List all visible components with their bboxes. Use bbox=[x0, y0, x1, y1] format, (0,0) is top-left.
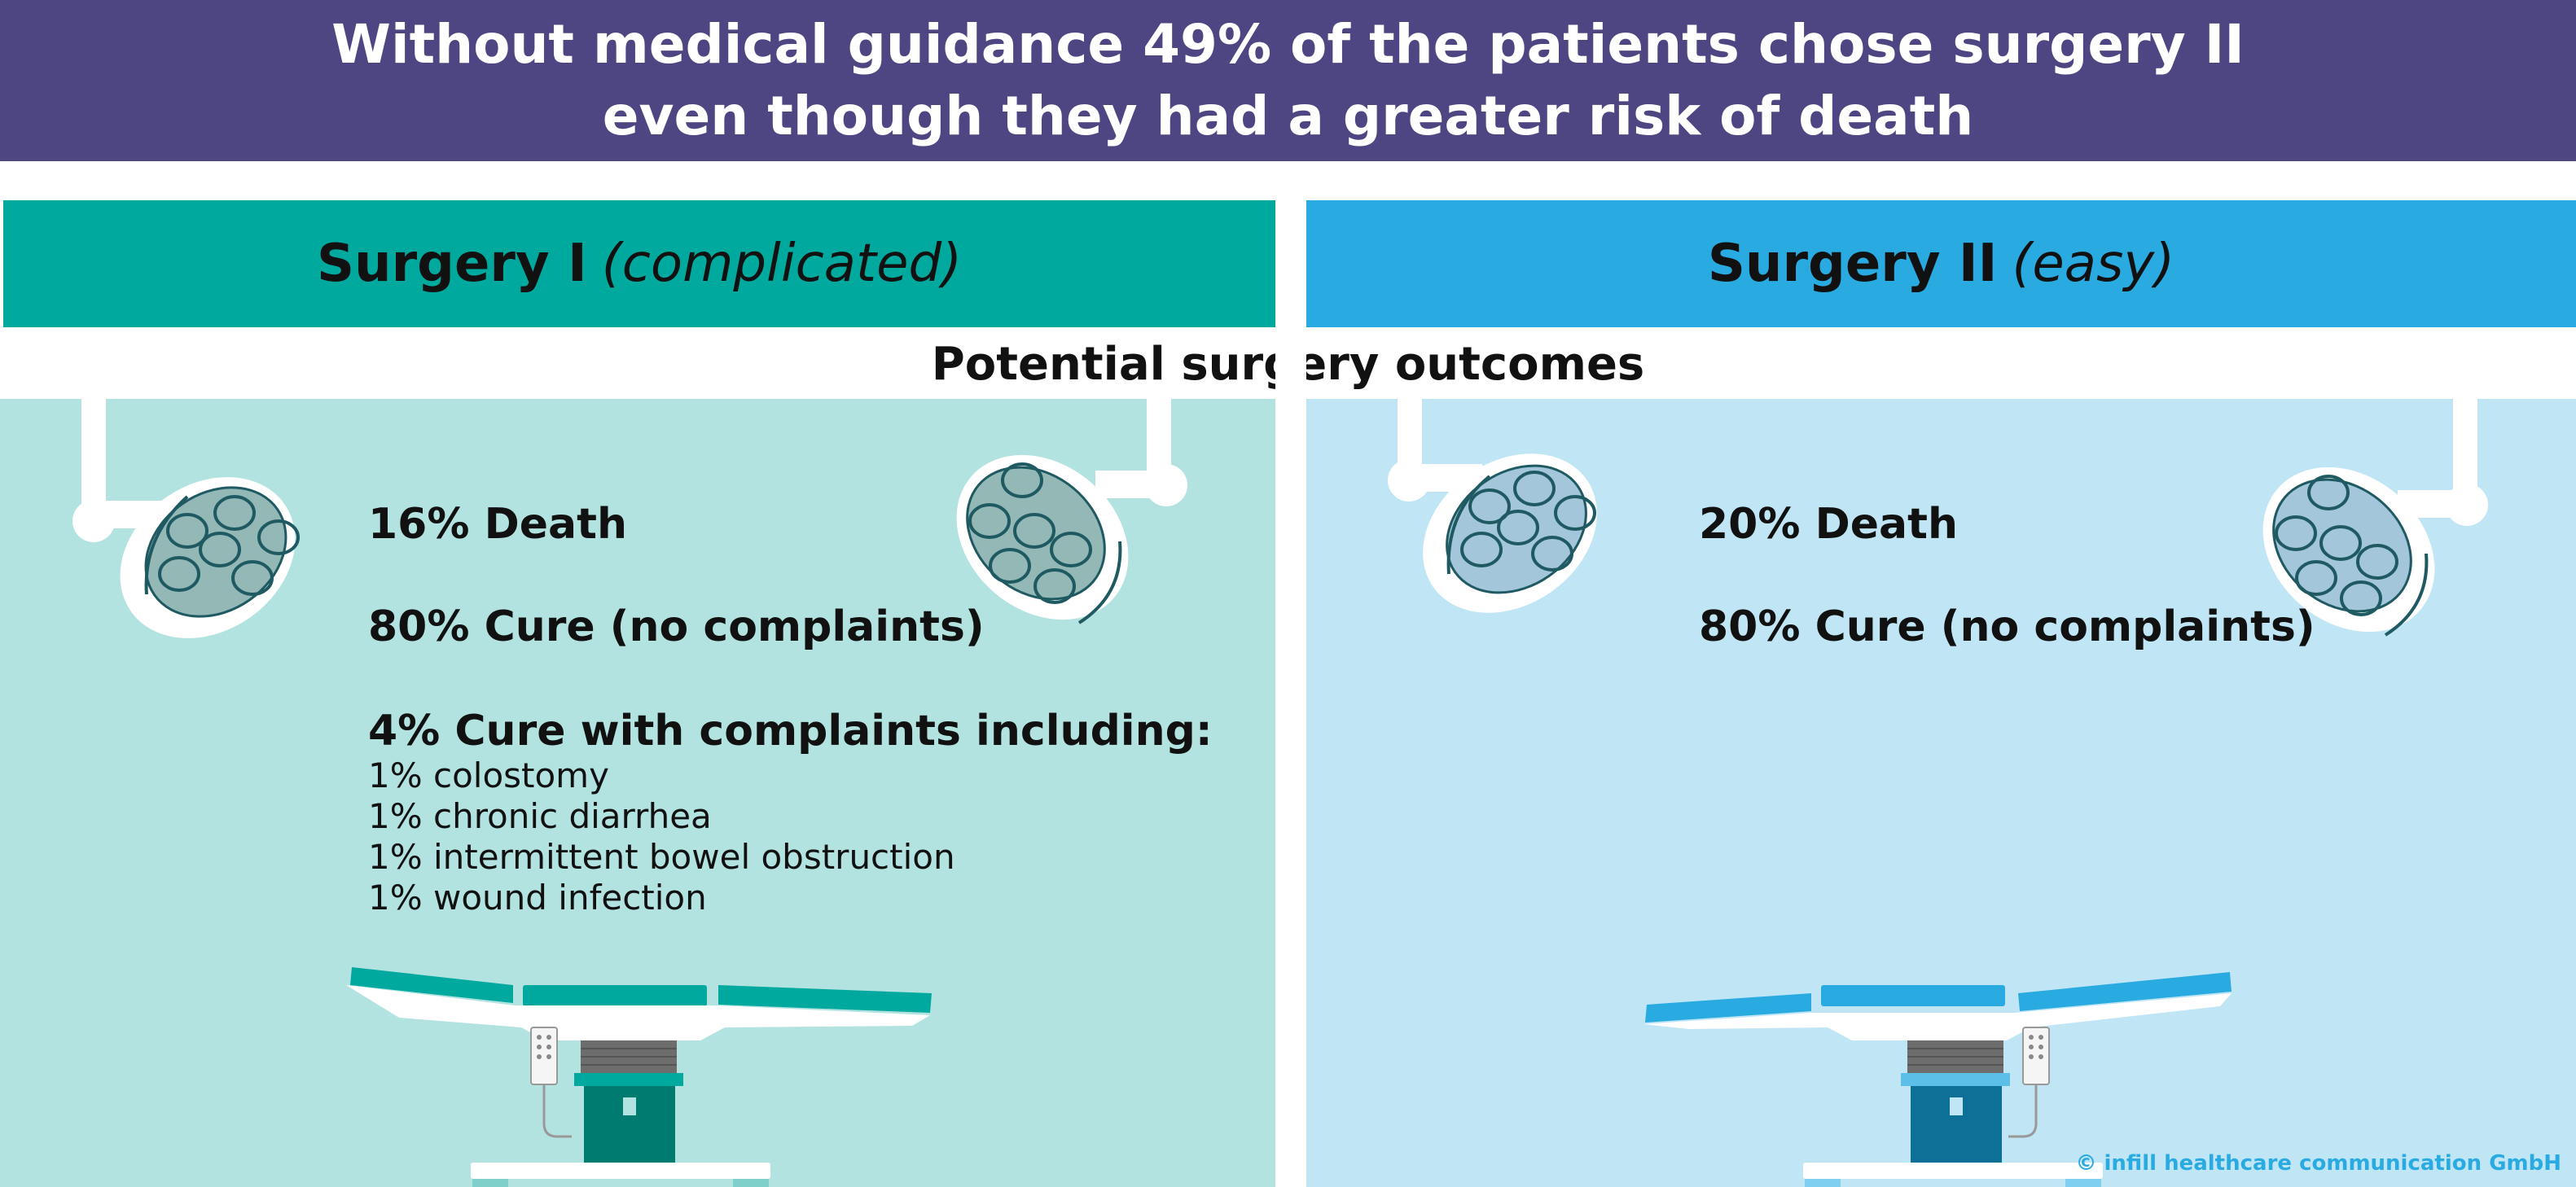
panel-divider bbox=[1275, 200, 1306, 1187]
copyright-notice: © infill healthcare communication GmbH bbox=[2075, 1151, 2561, 1176]
surgery-1-cure: 80% Cure (no complaints) bbox=[368, 602, 985, 651]
surgery-1-header: Surgery I (complicated) bbox=[3, 200, 1275, 327]
operating-table-icon bbox=[1643, 972, 2232, 1187]
surgical-lamp-icon bbox=[956, 399, 1187, 624]
surgical-lamp-icon bbox=[72, 399, 300, 638]
surgical-lamp-icon bbox=[1388, 399, 1597, 613]
surgery-2-panel: 20% Death 80% Cure (no complaints) © inf… bbox=[1306, 399, 2576, 1187]
title-line-2: even though they had a greater risk of d… bbox=[602, 85, 1974, 147]
surgery-1-name: Surgery I bbox=[316, 234, 587, 294]
surgery-1-qualifier: (complicated) bbox=[601, 234, 963, 294]
complaint-item: 1% chronic diarrhea bbox=[368, 796, 712, 836]
complaint-item: 1% wound infection bbox=[368, 878, 707, 918]
surgical-lamp-icon bbox=[2262, 399, 2488, 637]
surgery-2-qualifier: (easy) bbox=[2012, 234, 2175, 294]
operating-table-icon bbox=[346, 967, 932, 1187]
title-banner: Without medical guidance 49% of the pati… bbox=[0, 0, 2576, 161]
surgery-2-name: Surgery II bbox=[1707, 234, 1998, 294]
surgery-1-panel: 16% Death 80% Cure (no complaints) 4% Cu… bbox=[0, 399, 1275, 1187]
surgery-2-header: Surgery II (easy) bbox=[1306, 200, 2576, 327]
surgery-1-complaints-title: 4% Cure with complaints including: bbox=[368, 707, 1213, 756]
surgery-2-cure: 80% Cure (no complaints) bbox=[1699, 602, 2315, 651]
complaint-item: 1% colostomy bbox=[368, 756, 609, 795]
surgery-1-death: 16% Death bbox=[368, 500, 627, 549]
surgery-2-death: 20% Death bbox=[1699, 500, 1958, 549]
complaint-item: 1% intermittent bowel obstruction bbox=[368, 837, 955, 877]
title-line-1: Without medical guidance 49% of the pati… bbox=[331, 13, 2245, 76]
